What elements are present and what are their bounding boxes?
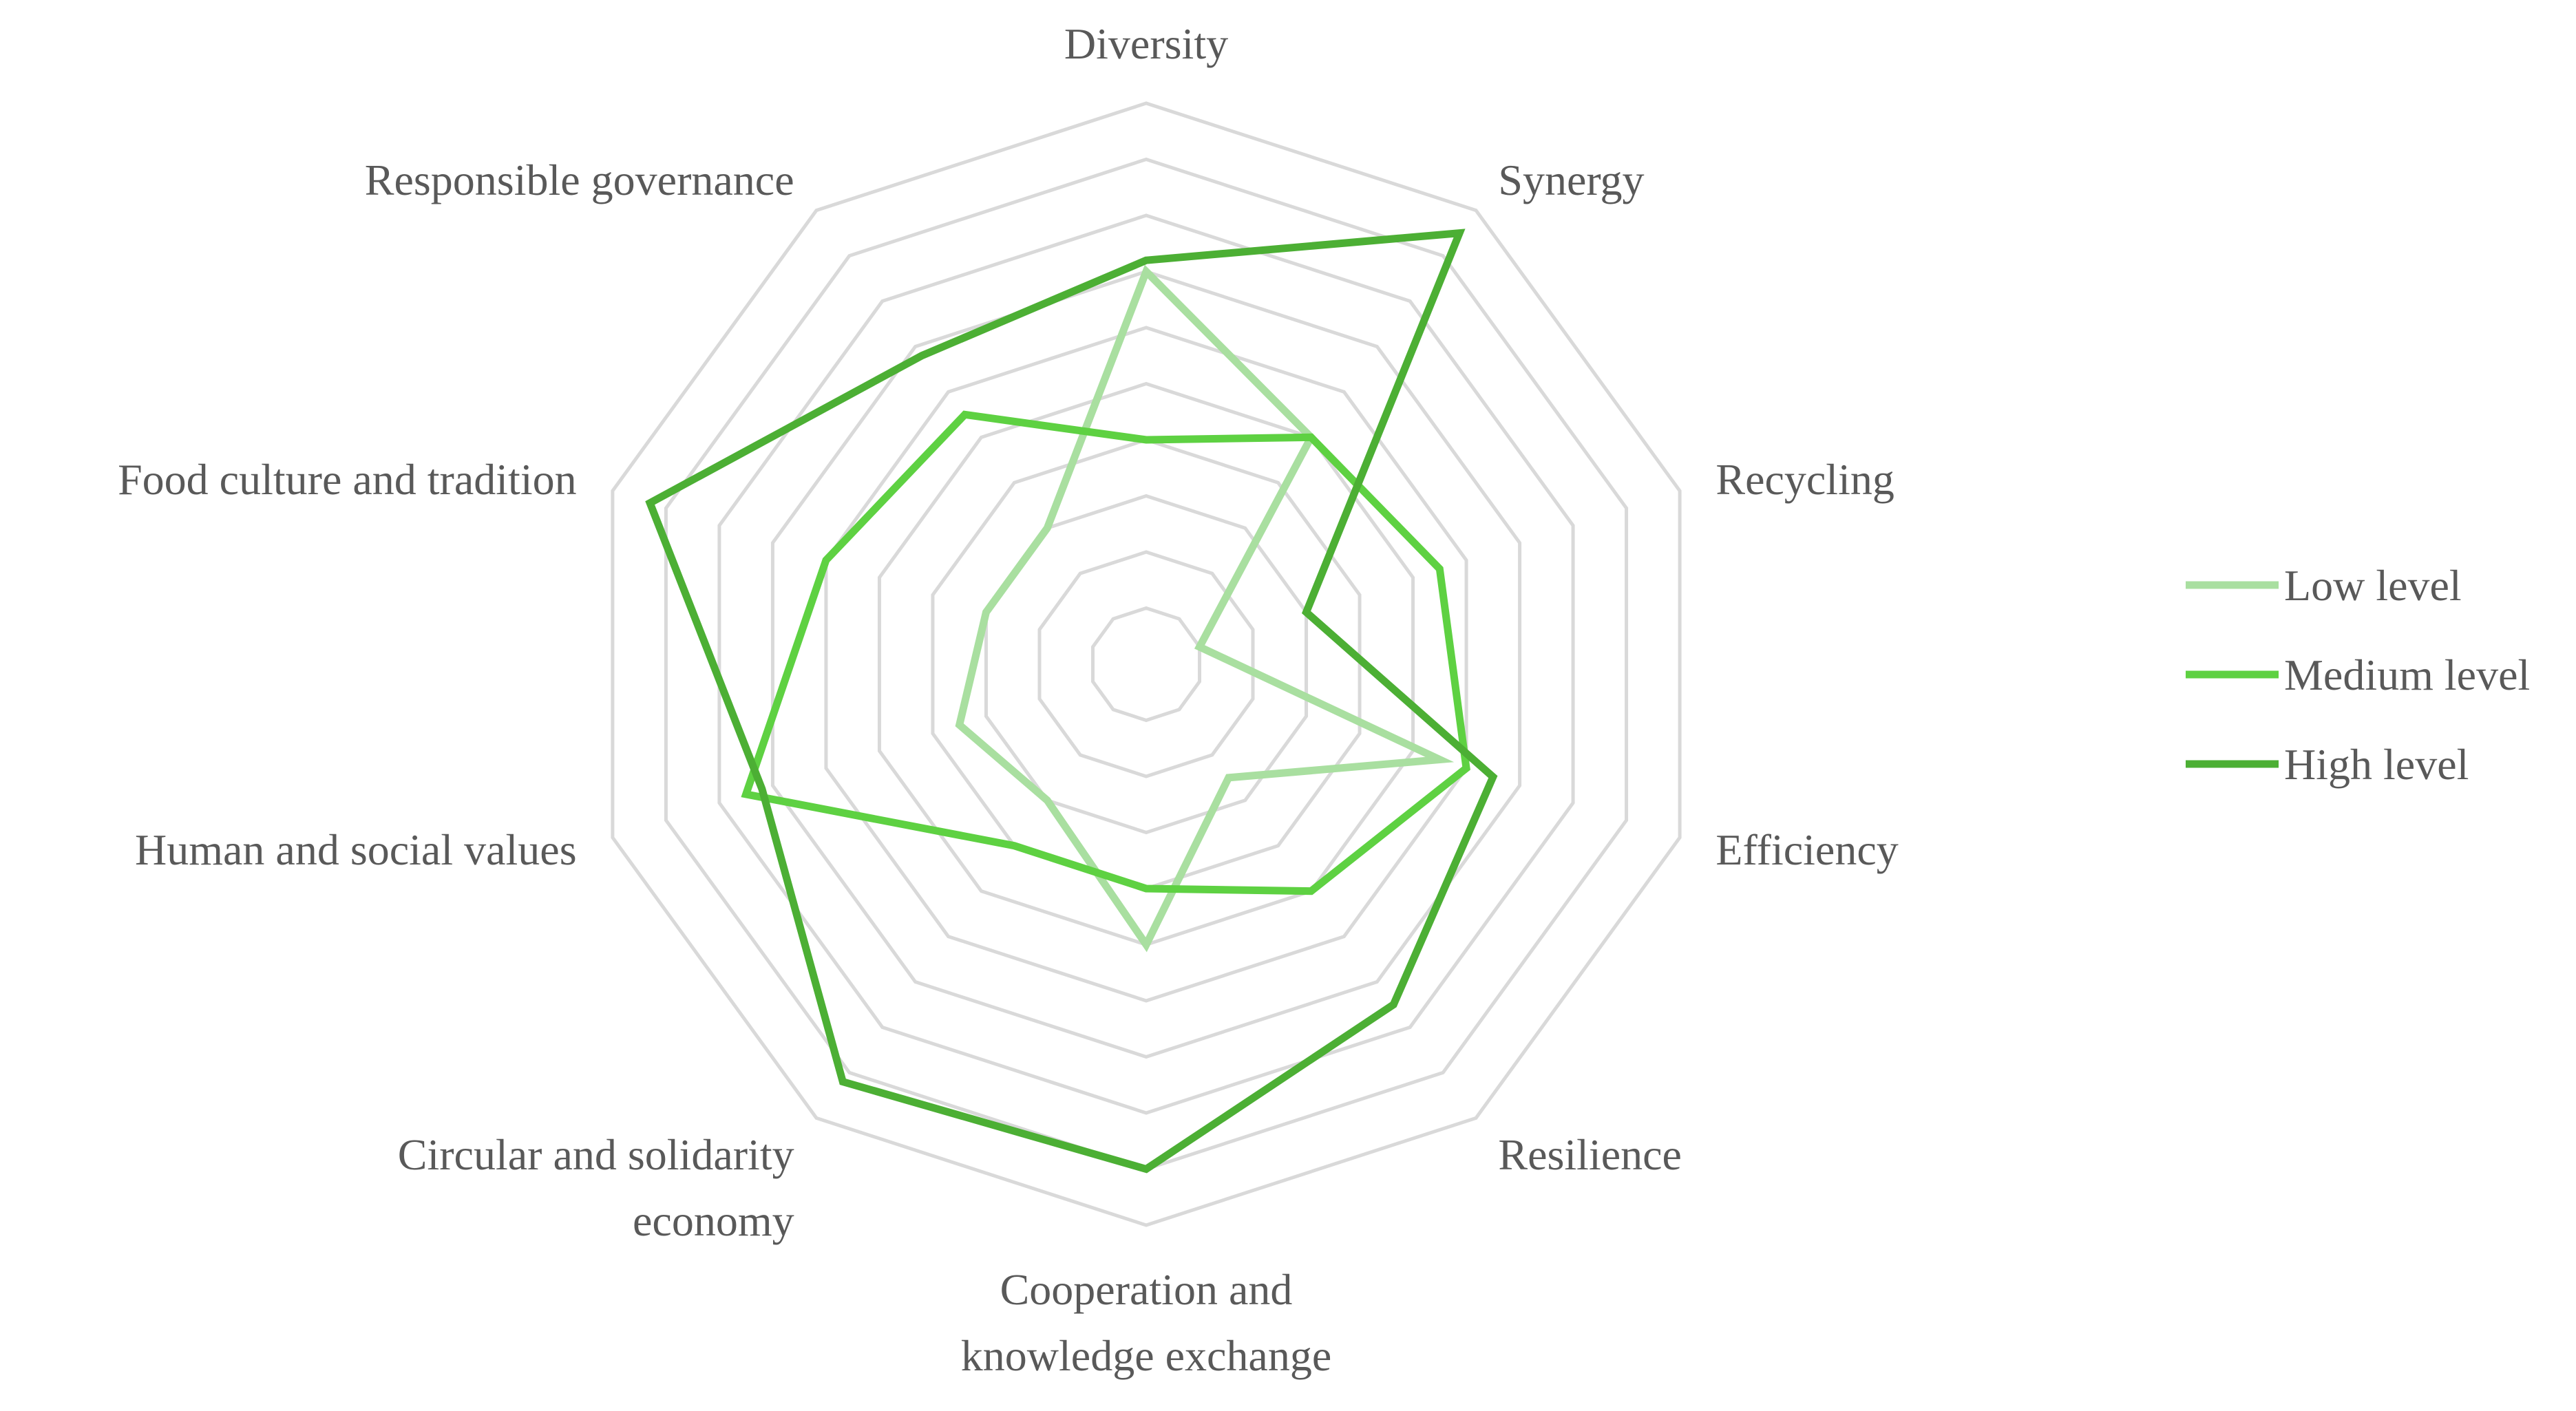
axis-label-9: Food culture and tradition [118, 455, 577, 504]
axis-label-5: Resilience [1498, 1130, 1682, 1179]
axis-label-line: Responsible governance [365, 156, 794, 204]
grid-ring-6 [824, 326, 1468, 1003]
legend-item-1: Low level [2186, 561, 2462, 610]
axis-label-line: Food culture and tradition [118, 455, 577, 504]
series-line-2 [741, 410, 1470, 895]
legend-label: Medium level [2284, 650, 2530, 699]
legend-item-2: Medium level [2186, 650, 2530, 699]
axis-label-line: Human and social values [135, 825, 577, 874]
grid-ring-4 [931, 438, 1362, 891]
series-line-3 [645, 229, 1498, 1174]
axis-label-10: Responsible governance [365, 156, 794, 204]
grid-ring-8 [717, 213, 1575, 1115]
axis-label-line: knowledge exchange [961, 1331, 1331, 1380]
axis-label-layer: Diversity Synergy Recycling Efficiency Resil… [118, 19, 1899, 1380]
axis-label-line: Recycling [1715, 455, 1894, 504]
axis-label-1: Diversity [1064, 19, 1228, 68]
grid-ring-1 [1090, 606, 1202, 723]
axis-label-line: Circular and solidarity [398, 1130, 794, 1179]
legend-label: High level [2284, 740, 2469, 789]
axis-label-line: Resilience [1498, 1130, 1682, 1179]
grid-ring-9 [664, 157, 1629, 1171]
axis-label-6: Cooperation and knowledge exchange [961, 1265, 1331, 1380]
legend-label: Low level [2284, 561, 2462, 610]
axis-label-8: Human and social values [135, 825, 577, 874]
axis-label-line: Synergy [1498, 156, 1644, 204]
axis-label-line: Diversity [1064, 19, 1228, 68]
axis-label-line: economy [633, 1196, 794, 1245]
axis-label-3: Recycling [1715, 455, 1894, 504]
axis-label-line: Efficiency [1715, 825, 1898, 874]
grid-ring-10 [611, 101, 1682, 1227]
grid-ring-5 [877, 381, 1415, 947]
grid-ring-2 [1037, 550, 1255, 778]
axis-label-4: Efficiency [1715, 825, 1898, 874]
axis-label-2: Synergy [1498, 156, 1644, 204]
series-layer [645, 229, 1498, 1174]
legend: Low level Medium level High level [2186, 561, 2530, 789]
legend-item-3: High level [2186, 740, 2469, 789]
axis-label-line: Cooperation and [1000, 1265, 1293, 1314]
series-line-1 [955, 264, 1455, 953]
axis-label-7: Circular and solidarity economy [398, 1130, 794, 1245]
grid-ring-7 [770, 269, 1522, 1059]
